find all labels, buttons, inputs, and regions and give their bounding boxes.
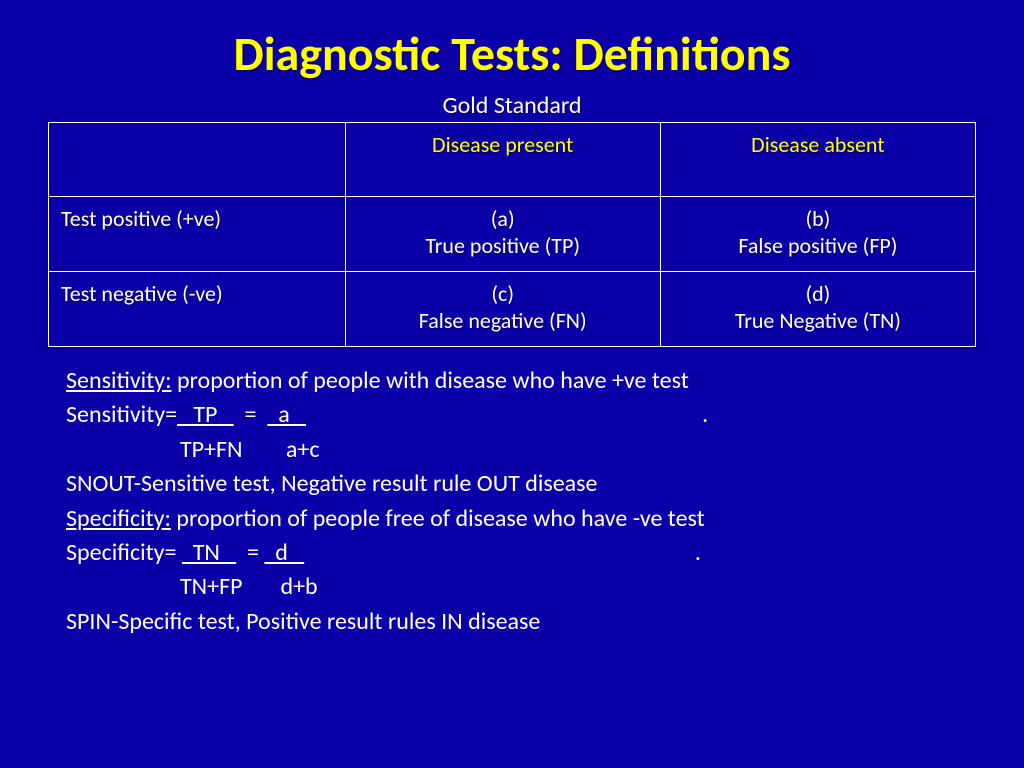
table-header-blank: [49, 123, 346, 197]
specificity-def: Specificity: proportion of people free o…: [66, 503, 958, 535]
specificity-desc: proportion of people free of disease who…: [171, 504, 705, 533]
table-header-absent: Disease absent: [660, 123, 975, 197]
row-header-positive: Test positive (+ve): [49, 197, 346, 272]
cell-d: (d) True Negative (TN): [660, 272, 975, 347]
cell-a: (a) True positive (TP): [345, 197, 660, 272]
formula-lhs: Specificity=: [66, 538, 182, 567]
formula-num1: TN: [182, 538, 236, 567]
formula-num1: TP: [177, 400, 234, 429]
cell-label: True Negative (TN): [673, 307, 963, 334]
sensitivity-formula-bot: TP+FN a+c: [66, 434, 958, 466]
sensitivity-mnemonic: SNOUT-Sensitive test, Negative result ru…: [66, 468, 958, 500]
sensitivity-term: Sensitivity:: [66, 366, 172, 395]
cell-label: False negative (FN): [358, 307, 648, 334]
table-caption: Gold Standard: [44, 91, 980, 120]
formula-tail: .: [304, 538, 701, 567]
definitions-block: Sensitivity: proportion of people with d…: [44, 365, 980, 638]
table-row: Test negative (-ve) (c) False negative (…: [49, 272, 976, 347]
contingency-table-wrap: Disease present Disease absent Test posi…: [44, 122, 980, 347]
sensitivity-def: Sensitivity: proportion of people with d…: [66, 365, 958, 397]
specificity-formula-bot: TN+FP d+b: [66, 571, 958, 603]
contingency-table: Disease present Disease absent Test posi…: [48, 122, 976, 347]
specificity-formula-top: Specificity= TN = d .: [66, 537, 958, 569]
cell-code: (b): [673, 205, 963, 232]
specificity-mnemonic: SPIN-Specific test, Positive result rule…: [66, 606, 958, 638]
table-header-row: Disease present Disease absent: [49, 123, 976, 197]
cell-code: (d): [673, 280, 963, 307]
formula-tail: .: [306, 400, 708, 429]
formula-eq: =: [234, 400, 268, 429]
specificity-term: Specificity:: [66, 504, 171, 533]
cell-b: (b) False positive (FP): [660, 197, 975, 272]
row-header-negative: Test negative (-ve): [49, 272, 346, 347]
cell-label: False positive (FP): [673, 232, 963, 259]
formula-eq: =: [236, 538, 264, 567]
sensitivity-desc: proportion of people with disease who ha…: [172, 366, 689, 395]
formula-num2: d: [264, 538, 304, 567]
formula-num2: a: [267, 400, 306, 429]
cell-label: True positive (TP): [358, 232, 648, 259]
cell-c: (c) False negative (FN): [345, 272, 660, 347]
table-header-present: Disease present: [345, 123, 660, 197]
slide-title: Diagnostic Tests: Definitions: [44, 24, 980, 83]
formula-lhs: Sensitivity=: [66, 400, 177, 429]
sensitivity-formula-top: Sensitivity= TP = a .: [66, 399, 958, 431]
table-row: Test positive (+ve) (a) True positive (T…: [49, 197, 976, 272]
cell-code: (a): [358, 205, 648, 232]
cell-code: (c): [358, 280, 648, 307]
